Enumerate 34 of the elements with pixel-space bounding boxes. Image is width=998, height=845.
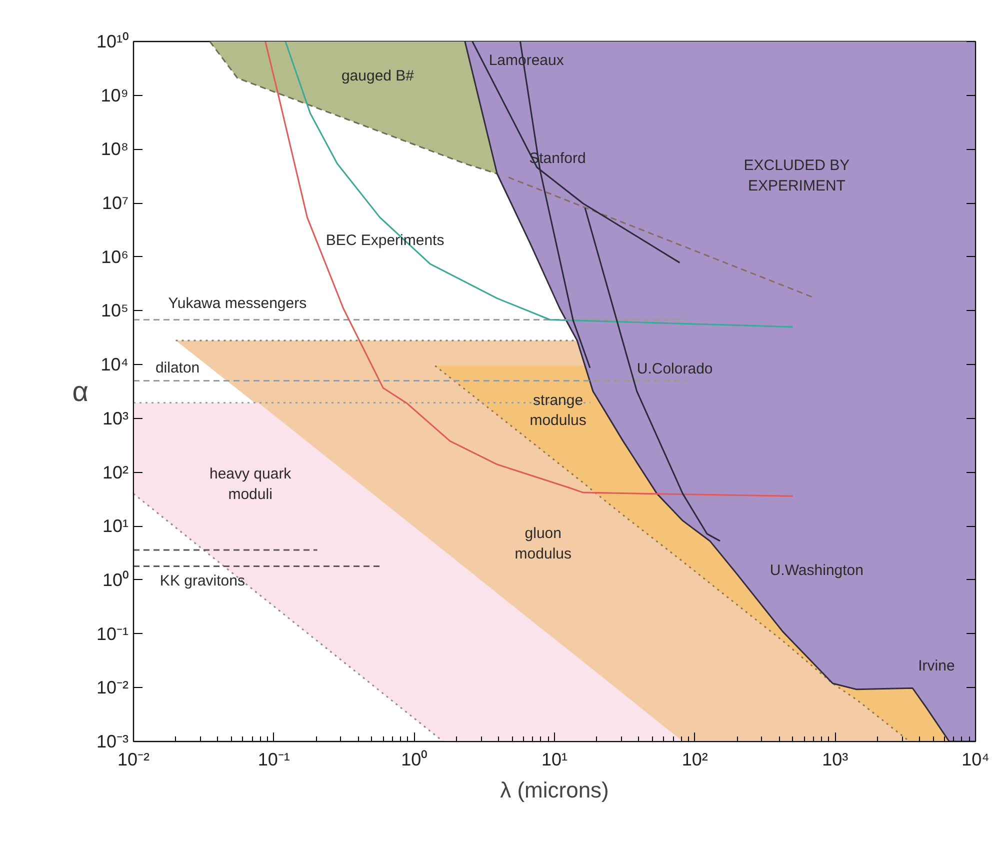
y-tick-label: 10⁻² <box>96 678 129 698</box>
annotation: strange modulus <box>530 392 586 430</box>
annotation: Yukawa messengers <box>168 295 307 312</box>
annotation: KK gravitons <box>160 572 245 590</box>
y-tick-label: 10⁷ <box>102 193 129 214</box>
y-tick-label: 10⁻³ <box>96 732 129 752</box>
annotation: EXCLUDED BY EXPERIMENT <box>744 157 850 195</box>
x-tick-label: 10⁻¹ <box>258 750 290 770</box>
annotation: U.Colorado <box>636 360 713 378</box>
y-tick-label: 10⁰ <box>102 570 129 590</box>
y-tick-label: 10¹ <box>102 516 129 536</box>
annotation: gluon modulus <box>514 525 572 562</box>
y-tick-label: 10⁻¹ <box>96 624 129 644</box>
x-tick-label: 10² <box>682 750 708 770</box>
x-axis-title: λ (microns) <box>500 778 609 802</box>
y-tick-label: 10² <box>102 462 129 482</box>
annotation: dilaton <box>155 359 200 376</box>
y-tick-label: 10⁵ <box>101 300 128 321</box>
y-tick-label: 10⁶ <box>101 246 129 267</box>
x-tick-label: 10⁰ <box>401 750 428 770</box>
annotation: heavy quark moduli <box>209 466 292 503</box>
y-tick-label: 10⁴ <box>100 354 129 375</box>
y-tick-label: 10¹⁰ <box>96 32 128 52</box>
x-tick-label: 10³ <box>822 750 848 770</box>
x-tick-label: 10¹ <box>541 750 568 770</box>
y-axis-title: α <box>72 376 88 407</box>
annotation: U.Washington <box>770 562 864 579</box>
x-tick-label: 10⁴ <box>962 750 990 770</box>
annotation: Irvine <box>918 658 955 675</box>
x-tick-label: 10⁻² <box>117 750 150 770</box>
y-tick-label: 10⁸ <box>100 139 129 160</box>
y-tick-label: 10³ <box>102 408 129 428</box>
y-tick-label: 10⁹ <box>100 85 129 106</box>
annotation: gauged B# <box>341 67 415 84</box>
